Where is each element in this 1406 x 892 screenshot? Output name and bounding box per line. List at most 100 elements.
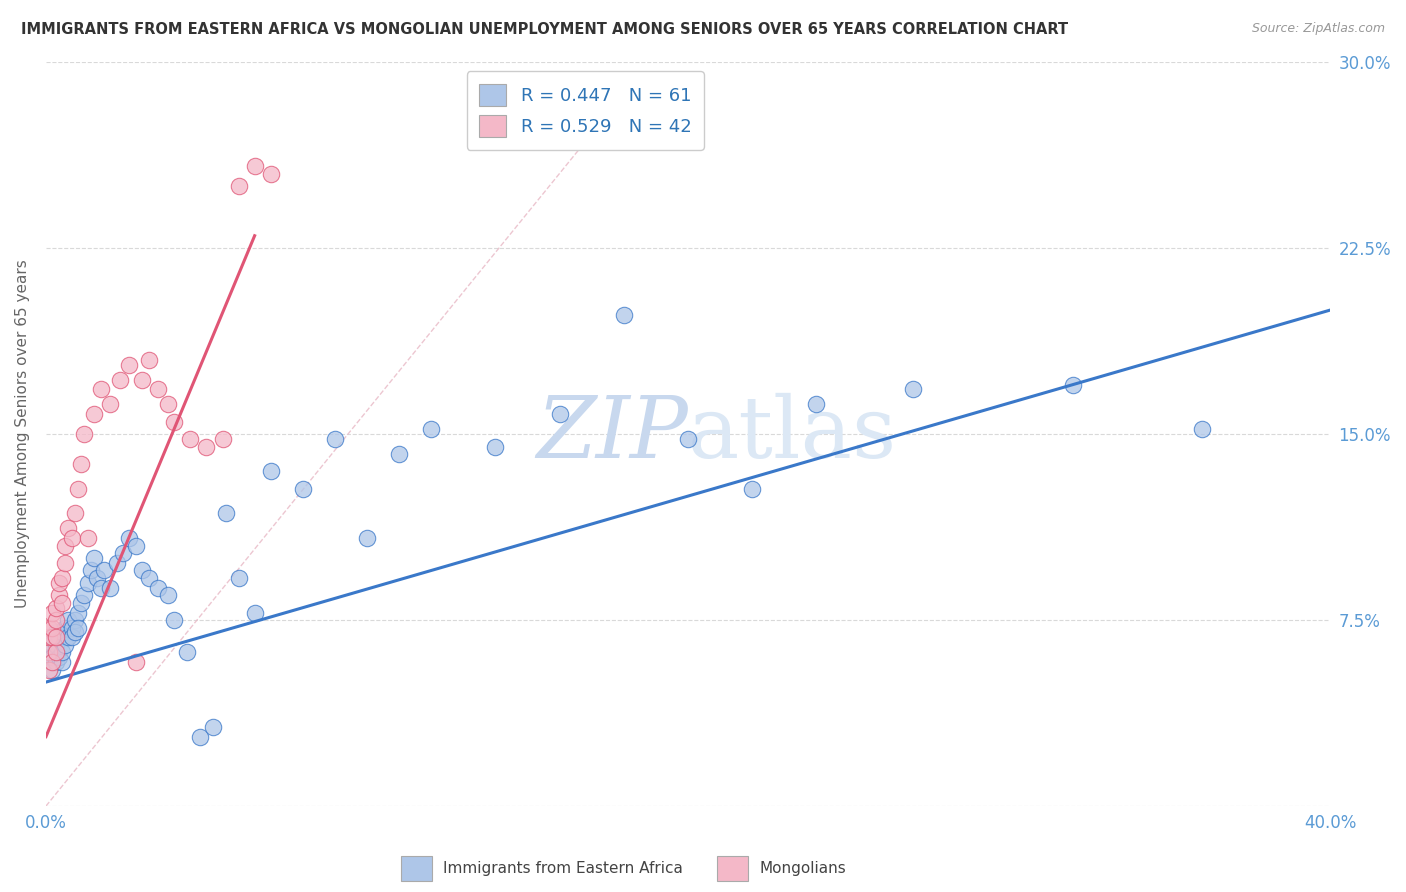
Point — [67, 606, 90, 620]
Point — [48, 588, 70, 602]
Point — [41, 621, 63, 635]
Point — [53, 621, 76, 635]
Point — [45, 625, 67, 640]
Point — [38, 650, 60, 665]
Point — [90, 383, 112, 397]
Point — [67, 482, 90, 496]
Point — [83, 551, 105, 566]
Point — [243, 606, 266, 620]
Point — [388, 447, 411, 461]
Point — [323, 432, 346, 446]
Point — [201, 720, 224, 734]
Point — [53, 539, 76, 553]
Point — [156, 397, 179, 411]
Point — [260, 464, 283, 478]
Point — [901, 383, 924, 397]
Point — [1191, 422, 1213, 436]
Point — [45, 645, 67, 659]
Point — [51, 571, 73, 585]
Point — [118, 358, 141, 372]
Point — [86, 571, 108, 585]
Point — [51, 625, 73, 640]
Point — [48, 575, 70, 590]
Point — [356, 531, 378, 545]
Point — [73, 427, 96, 442]
Legend: R = 0.447   N = 61, R = 0.529   N = 42: R = 0.447 N = 61, R = 0.529 N = 42 — [467, 71, 704, 150]
Point — [63, 507, 86, 521]
Point — [60, 621, 83, 635]
Point — [41, 663, 63, 677]
Point — [80, 564, 103, 578]
Point — [53, 638, 76, 652]
Point — [70, 596, 93, 610]
Point — [38, 631, 60, 645]
Point — [138, 571, 160, 585]
Y-axis label: Unemployment Among Seniors over 65 years: Unemployment Among Seniors over 65 years — [15, 260, 30, 608]
Text: IMMIGRANTS FROM EASTERN AFRICA VS MONGOLIAN UNEMPLOYMENT AMONG SENIORS OVER 65 Y: IMMIGRANTS FROM EASTERN AFRICA VS MONGOL… — [21, 22, 1069, 37]
Point — [38, 663, 60, 677]
Text: atlas: atlas — [688, 392, 897, 475]
Point — [111, 546, 134, 560]
Point — [58, 521, 80, 535]
Point — [73, 588, 96, 602]
Point — [260, 167, 283, 181]
Text: Mongolians: Mongolians — [759, 862, 846, 876]
Point — [108, 373, 131, 387]
Point — [228, 179, 250, 194]
Point — [148, 581, 170, 595]
Point — [83, 407, 105, 421]
Point — [53, 556, 76, 570]
Point — [45, 631, 67, 645]
Text: ZIP: ZIP — [536, 392, 688, 475]
Point — [806, 397, 828, 411]
Point — [45, 613, 67, 627]
Point — [48, 650, 70, 665]
Text: Immigrants from Eastern Africa: Immigrants from Eastern Africa — [443, 862, 683, 876]
Point — [148, 383, 170, 397]
Point — [45, 638, 67, 652]
Point — [41, 631, 63, 645]
Point — [48, 631, 70, 645]
Point — [67, 621, 90, 635]
Point — [291, 482, 314, 496]
Point — [484, 440, 506, 454]
Point — [105, 556, 128, 570]
Point — [38, 645, 60, 659]
Point — [38, 638, 60, 652]
Point — [138, 352, 160, 367]
Point — [176, 645, 198, 659]
Text: Source: ZipAtlas.com: Source: ZipAtlas.com — [1251, 22, 1385, 36]
Point — [131, 373, 153, 387]
Point — [215, 507, 238, 521]
Point — [125, 539, 148, 553]
Point — [41, 655, 63, 669]
Point — [41, 650, 63, 665]
Point — [98, 581, 121, 595]
Point — [76, 531, 98, 545]
Point — [60, 531, 83, 545]
Point — [228, 571, 250, 585]
Point — [51, 596, 73, 610]
Point — [179, 432, 201, 446]
Point — [51, 645, 73, 659]
Point — [93, 564, 115, 578]
Point — [58, 631, 80, 645]
Point — [38, 621, 60, 635]
Point — [211, 432, 233, 446]
Point — [76, 575, 98, 590]
Point — [63, 625, 86, 640]
Point — [98, 397, 121, 411]
Point — [58, 613, 80, 627]
Point — [1062, 377, 1084, 392]
Point — [131, 564, 153, 578]
Point — [63, 613, 86, 627]
Point — [188, 730, 211, 744]
Point — [163, 613, 186, 627]
Point — [156, 588, 179, 602]
Point — [90, 581, 112, 595]
Point — [45, 655, 67, 669]
Point — [548, 407, 571, 421]
Point — [741, 482, 763, 496]
Point — [125, 655, 148, 669]
Point — [195, 440, 218, 454]
